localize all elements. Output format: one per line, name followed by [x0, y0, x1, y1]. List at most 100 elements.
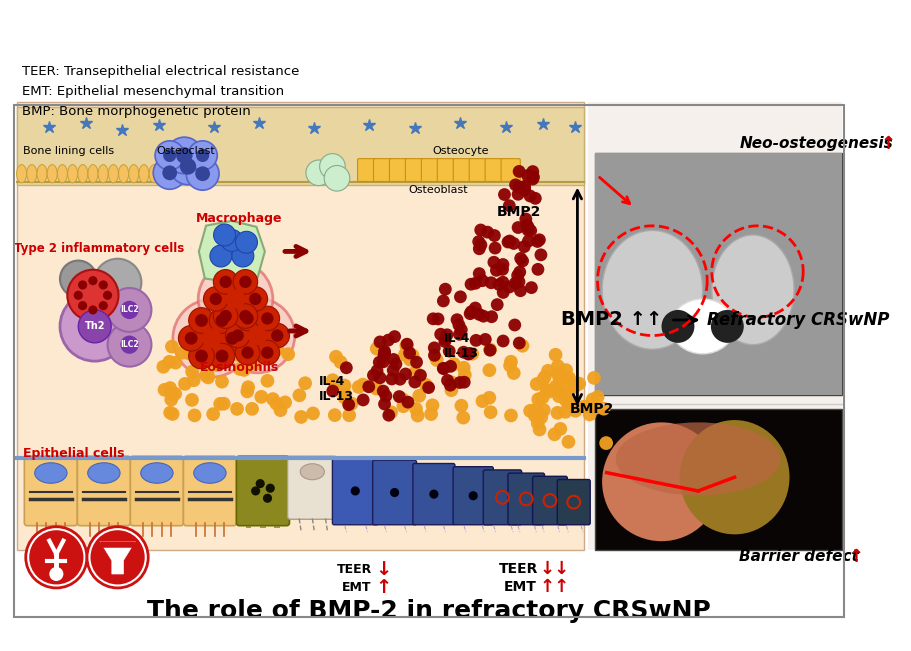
Circle shape [278, 396, 292, 409]
FancyBboxPatch shape [468, 159, 488, 182]
Circle shape [266, 392, 280, 406]
Text: EMT: Epithelial mesenchymal transition: EMT: Epithelial mesenchymal transition [22, 85, 283, 98]
Circle shape [195, 314, 208, 327]
Circle shape [473, 308, 486, 321]
Circle shape [169, 387, 182, 400]
Circle shape [488, 242, 501, 255]
Circle shape [344, 397, 358, 411]
Circle shape [226, 332, 239, 344]
Circle shape [305, 160, 331, 186]
Circle shape [519, 213, 532, 225]
Circle shape [376, 385, 389, 398]
Text: Type 2 inflammatory cells: Type 2 inflammatory cells [15, 242, 184, 255]
Circle shape [660, 310, 693, 343]
Circle shape [261, 312, 273, 325]
Circle shape [508, 178, 521, 191]
Circle shape [409, 402, 423, 416]
Circle shape [511, 188, 524, 201]
Text: IL-13: IL-13 [318, 391, 353, 403]
Circle shape [520, 219, 533, 232]
Circle shape [241, 385, 254, 398]
Circle shape [220, 230, 242, 251]
Circle shape [255, 340, 280, 365]
Circle shape [241, 346, 253, 359]
Circle shape [483, 344, 496, 357]
Circle shape [370, 365, 383, 377]
Circle shape [476, 395, 489, 408]
Text: TEER: TEER [498, 562, 537, 576]
Circle shape [419, 380, 433, 393]
Circle shape [185, 332, 198, 344]
Circle shape [98, 301, 107, 311]
Circle shape [120, 301, 138, 319]
Circle shape [188, 141, 217, 170]
Circle shape [220, 298, 294, 373]
Circle shape [337, 391, 351, 404]
Circle shape [157, 360, 170, 374]
FancyBboxPatch shape [588, 102, 841, 550]
Circle shape [393, 390, 405, 403]
Circle shape [536, 373, 549, 387]
Text: ↑: ↑ [375, 577, 392, 596]
Circle shape [78, 281, 87, 290]
Circle shape [556, 380, 569, 394]
Circle shape [511, 221, 524, 234]
Text: Epithelial cells: Epithelial cells [24, 447, 125, 460]
Circle shape [474, 223, 486, 236]
Circle shape [262, 493, 271, 503]
Circle shape [425, 398, 439, 412]
Circle shape [427, 349, 440, 362]
Circle shape [213, 397, 227, 411]
Circle shape [265, 484, 274, 493]
Circle shape [89, 529, 146, 585]
Ellipse shape [37, 165, 47, 183]
Circle shape [196, 149, 209, 162]
Circle shape [539, 383, 553, 397]
Circle shape [387, 353, 400, 366]
Circle shape [508, 277, 521, 290]
Text: ↑↑: ↑↑ [538, 578, 568, 596]
Circle shape [550, 359, 564, 373]
Text: ILC2: ILC2 [120, 305, 138, 314]
Text: IL-4: IL-4 [444, 332, 470, 345]
Ellipse shape [601, 230, 701, 349]
Circle shape [517, 180, 530, 193]
Circle shape [590, 390, 604, 404]
Circle shape [373, 356, 385, 368]
Circle shape [231, 329, 243, 342]
Text: ILC2: ILC2 [120, 340, 138, 349]
Circle shape [512, 181, 525, 193]
Circle shape [531, 393, 545, 406]
Circle shape [553, 385, 568, 398]
Circle shape [213, 224, 235, 246]
Circle shape [370, 342, 384, 355]
Circle shape [209, 343, 234, 369]
Text: BMP2: BMP2 [569, 402, 614, 415]
Circle shape [261, 374, 274, 387]
Circle shape [264, 324, 289, 348]
Circle shape [294, 410, 308, 424]
Ellipse shape [47, 165, 57, 183]
Circle shape [507, 318, 520, 331]
Circle shape [352, 380, 365, 394]
Circle shape [490, 298, 503, 311]
Circle shape [588, 402, 601, 415]
Circle shape [492, 278, 505, 291]
Circle shape [394, 373, 406, 385]
Circle shape [187, 374, 200, 387]
Circle shape [153, 156, 186, 189]
FancyBboxPatch shape [389, 159, 408, 182]
Circle shape [465, 305, 477, 318]
Circle shape [195, 350, 208, 363]
FancyBboxPatch shape [507, 473, 544, 525]
FancyBboxPatch shape [436, 159, 456, 182]
Circle shape [206, 408, 220, 421]
Circle shape [457, 376, 470, 389]
Circle shape [386, 364, 399, 377]
Circle shape [210, 293, 221, 305]
FancyBboxPatch shape [77, 456, 130, 525]
Circle shape [60, 260, 97, 297]
Circle shape [261, 346, 273, 359]
Circle shape [254, 390, 268, 404]
Circle shape [558, 370, 572, 383]
